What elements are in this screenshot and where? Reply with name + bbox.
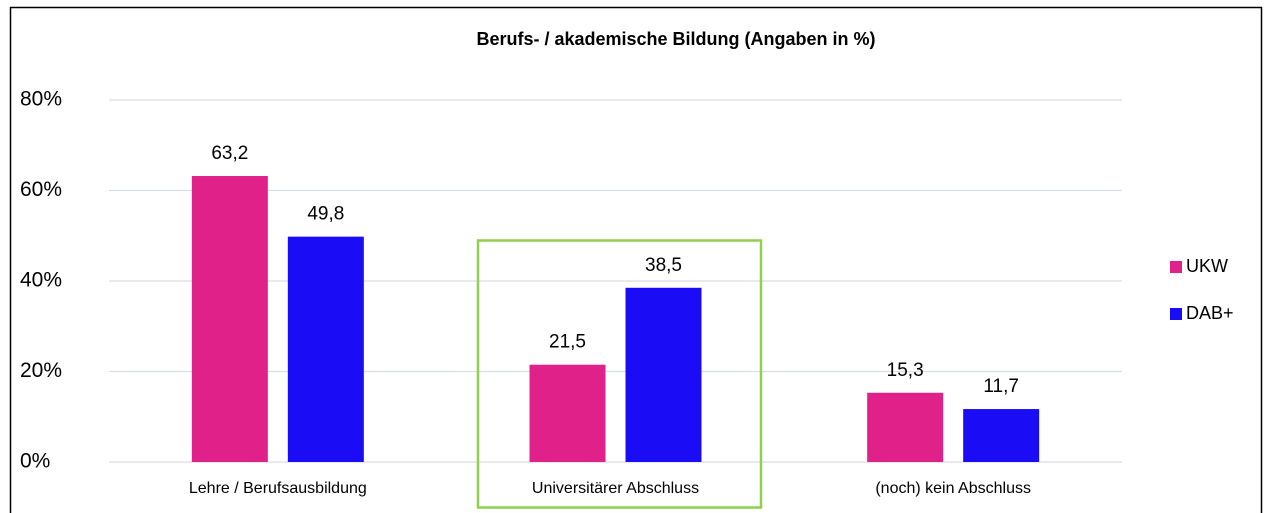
x-tick-label: Universitärer Abschluss — [532, 480, 699, 497]
value-label: 21,5 — [549, 332, 586, 353]
y-tick-label: 20% — [20, 359, 62, 382]
value-label: 11,7 — [983, 376, 1019, 397]
bar — [963, 409, 1040, 462]
y-tick-label: 80% — [20, 88, 62, 111]
value-label: 63,2 — [211, 143, 248, 164]
legend-swatch — [1170, 261, 1182, 273]
chart-title: Berufs- / akademische Bildung (Angaben i… — [476, 29, 875, 49]
legend-swatch — [1170, 308, 1182, 320]
x-tick-label: (noch) kein Abschluss — [875, 480, 1031, 497]
bar — [529, 364, 606, 462]
value-label: 38,5 — [645, 255, 682, 276]
y-tick-label: 40% — [20, 269, 62, 292]
y-tick-label: 0% — [20, 450, 50, 473]
bar — [287, 236, 364, 462]
highlight-box — [476, 239, 763, 509]
bar — [867, 392, 944, 462]
x-tick-label: Lehre / Berufsausbildung — [189, 480, 367, 497]
bar — [625, 287, 702, 462]
legend-label: UKW — [1186, 256, 1228, 276]
legend-label: DAB+ — [1186, 303, 1234, 323]
value-label: 15,3 — [887, 360, 924, 381]
grid — [109, 99, 1122, 463]
bar — [191, 176, 268, 462]
y-tick-label: 60% — [20, 178, 62, 201]
value-label: 49,8 — [307, 204, 344, 225]
